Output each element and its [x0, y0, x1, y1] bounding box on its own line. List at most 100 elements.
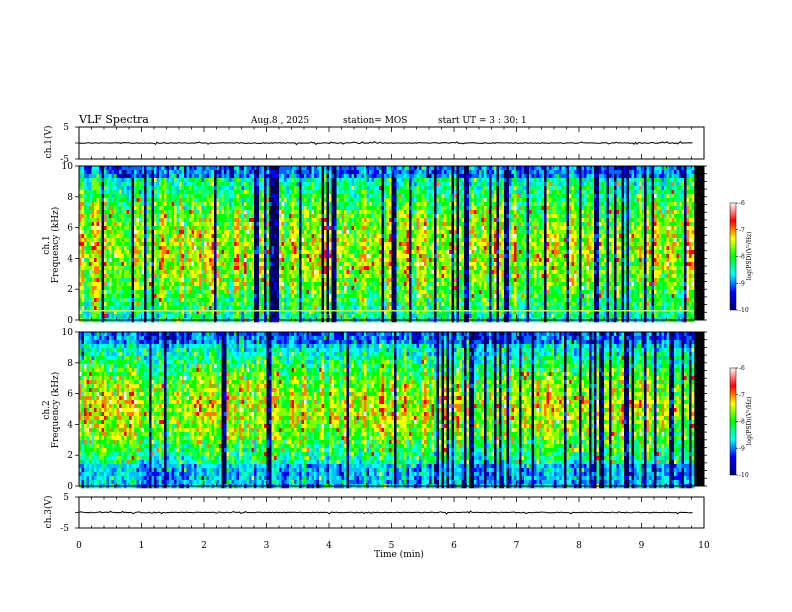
spectrogram-cell — [346, 250, 350, 255]
spectrogram-cell — [361, 186, 365, 191]
spectrogram-cell — [186, 250, 190, 255]
spectrogram-cell — [79, 266, 82, 271]
spectrogram-cell — [389, 290, 392, 295]
spectrogram-cell — [289, 274, 292, 279]
spectrogram-cell — [101, 270, 105, 275]
spectrogram-cell — [316, 290, 320, 295]
spectrogram-cell — [194, 254, 197, 259]
spectrogram-cell — [289, 222, 292, 227]
spectrogram-cell — [139, 194, 142, 199]
spectrogram-cell — [194, 210, 197, 215]
spectrogram-cell — [129, 262, 132, 267]
spectrogram-cell — [296, 274, 300, 279]
spectrogram-cell — [114, 218, 117, 223]
spectrogram-cell — [241, 262, 245, 267]
spectrogram-cell — [211, 218, 215, 223]
spectrogram-cell — [106, 238, 110, 243]
spectrogram-cell — [314, 314, 317, 319]
spectrogram-cell — [224, 242, 227, 247]
spectrogram-cell — [329, 178, 332, 183]
spectrogram-cell — [211, 242, 215, 247]
spectrogram-cell — [256, 206, 260, 211]
spectrogram-cell — [374, 210, 377, 215]
spectrogram-cell — [181, 206, 185, 211]
spectrogram-cell — [144, 302, 147, 307]
spectrogram-cell — [311, 238, 315, 243]
spectrogram-cell — [281, 194, 285, 199]
spectrogram-cell — [231, 210, 235, 215]
spectrogram-cell — [156, 218, 160, 223]
spectrogram-cell — [184, 210, 187, 215]
spectrogram-cell — [264, 310, 267, 315]
spectrogram-cell — [144, 250, 147, 255]
spectrogram-cell — [359, 190, 362, 195]
spectrogram-cell — [224, 238, 227, 243]
spectrogram-cell — [79, 290, 82, 295]
spectrogram-cell — [261, 278, 265, 283]
spectrogram-cell — [136, 242, 140, 247]
spectrogram-cell — [369, 258, 372, 263]
spectrogram-cell — [341, 198, 345, 203]
spectrogram-cell — [251, 250, 255, 255]
spectrogram-cell — [136, 294, 140, 299]
spectrogram-cell — [361, 202, 365, 207]
spectrogram-cell — [169, 238, 172, 243]
spectrogram-cell — [356, 214, 360, 219]
spectrogram-cell — [339, 194, 342, 199]
spectrogram-cell — [339, 222, 342, 227]
spectrogram-cell — [376, 190, 380, 195]
spectrogram-cell — [266, 170, 270, 175]
spectrogram-cell — [364, 262, 367, 267]
spectrogram-cell — [209, 198, 212, 203]
spectrogram-cell — [206, 218, 210, 223]
spectrogram-cell — [359, 250, 362, 255]
spectrogram-cell — [331, 182, 335, 187]
spectrogram-cell — [126, 178, 130, 183]
spectrogram-cell — [324, 194, 327, 199]
spectrogram-cell — [161, 258, 165, 263]
spectrogram-cell — [391, 170, 395, 175]
spectrogram-cell — [196, 254, 200, 259]
spectrogram-cell — [316, 274, 320, 279]
spectrogram-cell — [301, 306, 305, 311]
spectrogram-cell — [286, 198, 290, 203]
spectrogram-cell — [236, 166, 240, 171]
spectrogram-cell — [271, 270, 275, 275]
spectrogram-cell — [309, 218, 312, 223]
spectrogram-cell — [171, 238, 175, 243]
spectrogram-cell — [206, 298, 210, 303]
spectrogram-cell — [239, 222, 242, 227]
spectrogram-cell — [294, 242, 297, 247]
spectrogram-cell — [249, 218, 252, 223]
spectrogram-cell — [271, 286, 275, 291]
spectrogram-cell — [239, 186, 242, 191]
spectrogram-cell — [324, 310, 327, 315]
spectrogram-cell — [156, 186, 160, 191]
spectrogram-cell — [114, 238, 117, 243]
spectrogram-cell — [256, 266, 260, 271]
spectrogram-cell — [179, 306, 182, 311]
spectrogram-cell — [164, 246, 167, 251]
spectrogram-cell — [289, 178, 292, 183]
spectrogram-cell — [194, 222, 197, 227]
spectrogram-cell — [264, 274, 267, 279]
spectrogram-cell — [104, 238, 107, 243]
spectrogram-cell — [216, 222, 220, 227]
spectrogram-cell — [156, 206, 160, 211]
spectrogram-cell — [144, 310, 147, 315]
spectrogram-cell — [319, 238, 322, 243]
spectrogram-cell — [359, 178, 362, 183]
spectrogram-cell — [211, 226, 215, 231]
spectrogram-cell — [136, 238, 140, 243]
spectrogram-cell — [299, 294, 302, 299]
spectrogram-cell — [204, 266, 207, 271]
spectrogram-cell — [119, 258, 122, 263]
spectrogram-cell — [164, 194, 167, 199]
spectrogram-cell — [219, 314, 222, 319]
spectrogram-cell — [274, 190, 277, 195]
spectrogram-cell — [209, 238, 212, 243]
spectrogram-cell — [254, 270, 257, 275]
spectrogram-cell — [216, 206, 220, 211]
spectrogram-cell — [356, 170, 360, 175]
spectrogram-cell — [114, 230, 117, 235]
